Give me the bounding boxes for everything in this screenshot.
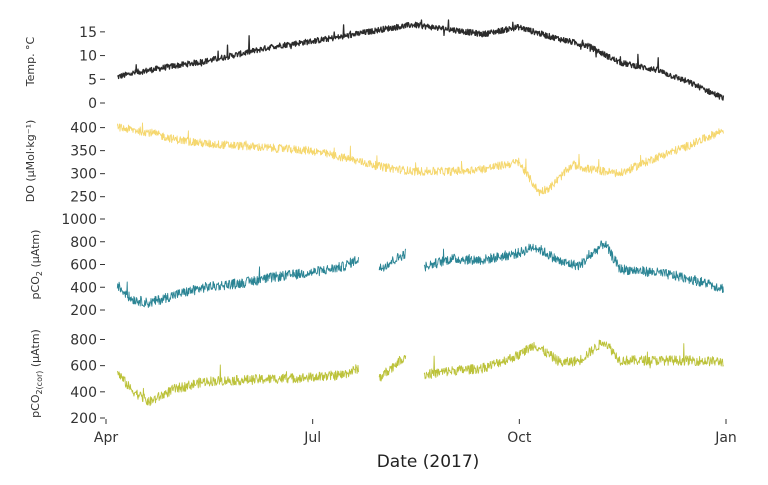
y-tick-label-temp-3: 15 (79, 25, 97, 41)
series-line-pco2cor-0 (116, 364, 359, 407)
y-tick-label-pco2-3: 800 (70, 235, 97, 251)
panel-pco2cor: 200 400 600 800 pCO2(cor) (µAtm) (29, 329, 724, 427)
series-line-pco2-1 (378, 248, 407, 272)
y-tick-label-pco2cor-1: 400 (70, 385, 97, 401)
series-line-pco2cor-2 (423, 339, 724, 380)
y-tick-label-do-1: 300 (70, 167, 97, 183)
x-tick-label-1: Jul (303, 430, 321, 446)
panel-temp: 0 5 10 15 Temp. °C (24, 19, 725, 112)
y-axis-label-do: DO (µMol·kg⁻¹) (24, 120, 37, 203)
y-tick-label-do-3: 400 (70, 121, 97, 137)
y-tick-label-pco2cor-0: 200 (70, 411, 97, 427)
y-tick-label-pco2-4: 1000 (61, 212, 97, 228)
y-axis-label-pco2cor: pCO2(cor) (µAtm) (29, 329, 44, 418)
panel-do: 250 300 350 400 DO (µMol·kg⁻¹) (24, 120, 724, 206)
y-tick-label-do-0: 250 (70, 190, 97, 206)
series-line-pco2cor-1 (378, 354, 407, 382)
x-tick-label-3: Jan (714, 430, 737, 446)
panel-pco2: 200 400 600 800 1000 pCO2 (µAtm) (29, 212, 724, 319)
y-axis-label-temp: Temp. °C (24, 36, 37, 87)
y-axis-label-pco2: pCO2 (µAtm) (29, 230, 44, 300)
series-line-do-0 (116, 122, 724, 197)
y-tick-label-pco2cor-3: 800 (70, 332, 97, 348)
y-tick-label-pco2-0: 200 (70, 303, 97, 319)
y-tick-label-temp-0: 0 (88, 96, 97, 112)
y-tick-label-pco2-2: 600 (70, 258, 97, 274)
x-tick-label-0: Apr (94, 430, 118, 446)
y-tick-label-do-2: 350 (70, 144, 97, 160)
x-tick-label-2: Oct (507, 430, 532, 446)
series-line-temp-0 (117, 19, 725, 101)
y-tick-label-temp-2: 10 (79, 49, 97, 65)
series-line-pco2-2 (423, 240, 724, 294)
y-tick-label-temp-1: 5 (88, 72, 97, 88)
x-axis-label: Date (2017) (377, 452, 480, 472)
y-tick-label-pco2cor-2: 600 (70, 359, 97, 375)
series-line-pco2-0 (116, 256, 359, 308)
y-tick-label-pco2-1: 400 (70, 280, 97, 296)
